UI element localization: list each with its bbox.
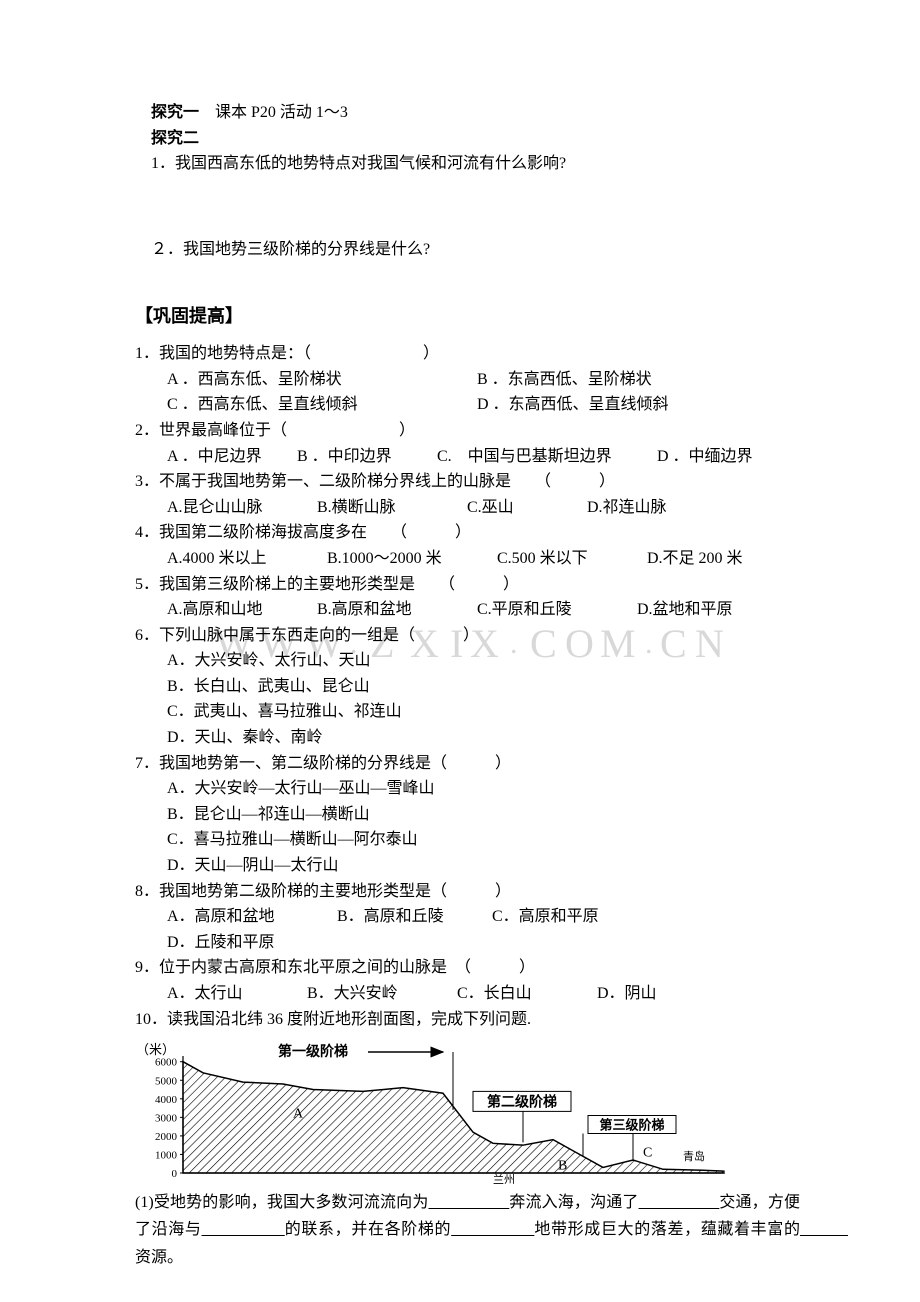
option: B．昆仑山―祁连山―横断山	[167, 802, 467, 828]
option-row: A．大兴安岭、太行山、天山B．长白山、武夷山、昆仑山	[135, 648, 800, 699]
option: B.1000～2000 米	[327, 546, 497, 572]
option: B.高原和盆地	[317, 597, 477, 623]
option-row: A.高原和山地B.高原和盆地C.平原和丘陵D.盆地和平原	[135, 597, 800, 623]
question-stem: 7．我国地势第一、第二级阶梯的分界线是（ ）	[135, 751, 800, 777]
option: B.横断山脉	[317, 495, 467, 521]
option-row: A．大兴安岭―太行山―巫山―雪峰山B．昆仑山―祁连山―横断山	[135, 776, 800, 827]
option: C．长白山	[457, 981, 597, 1007]
svg-text:B: B	[558, 1158, 567, 1173]
option: A.高原和山地	[167, 597, 317, 623]
option: A ．中尼边界	[167, 444, 297, 470]
option: C. 中国与巴基斯坦边界	[437, 444, 657, 470]
option: A．太行山	[167, 981, 307, 1007]
option: C.平原和丘陵	[477, 597, 637, 623]
svg-text:4000: 4000	[155, 1094, 178, 1106]
option-row: A ．西高东低、呈阶梯状B ．东高西低、呈阶梯状	[135, 367, 800, 393]
svg-text:第一级阶梯: 第一级阶梯	[278, 1043, 348, 1060]
option: C ．西高东低、呈直线倾斜	[167, 392, 477, 418]
svg-text:C: C	[643, 1146, 652, 1161]
explore1-prefix: 探究一	[151, 104, 199, 121]
option: B．高原和丘陵	[337, 904, 492, 930]
question-stem: 8．我国地势第二级阶梯的主要地形类型是（ ）	[135, 879, 800, 905]
svg-text:兰州: 兰州	[493, 1173, 515, 1185]
option: D.盆地和平原	[637, 597, 787, 623]
option: D ．中缅边界	[657, 444, 797, 470]
svg-text:0: 0	[172, 1168, 178, 1180]
option: C．喜马拉雅山―横断山―阿尔泰山	[167, 827, 507, 853]
section-consolidate-title: 【巩固提高】	[135, 302, 800, 331]
svg-text:（米）: （米）	[136, 1042, 175, 1057]
svg-text:6000: 6000	[155, 1057, 178, 1069]
option-row: A．高原和盆地B．高原和丘陵C．高原和平原 D．丘陵和平原	[135, 904, 800, 955]
option-row: C．武夷山、喜马拉雅山、祁连山D．天山、秦岭、南岭	[135, 699, 800, 750]
option-row: C ．西高东低、呈直线倾斜D ．东高西低、呈直线倾斜	[135, 392, 800, 418]
option: B．大兴安岭	[307, 981, 457, 1007]
explore1-rest: 课本 P20 活动 1～3	[199, 104, 348, 121]
option: B．长白山、武夷山、昆仑山	[167, 674, 467, 700]
option-row: A.昆仑山山脉B.横断山脉C.巫山D.祁连山脉	[135, 495, 800, 521]
question-stem: 2．世界最高峰位于（ ）	[135, 418, 800, 444]
option: A.4000 米以上	[167, 546, 327, 572]
option: B ．东高西低、呈阶梯状	[477, 367, 787, 393]
svg-text:1000: 1000	[155, 1150, 178, 1162]
option-row: A．太行山B．大兴安岭C．长白山D．阴山	[135, 981, 800, 1007]
questions-list: 1．我国的地势特点是：（ ）A ．西高东低、呈阶梯状B ．东高西低、呈阶梯状C …	[135, 341, 800, 1006]
option: A.昆仑山山脉	[167, 495, 317, 521]
explore2-q2: ２．我国地势三级阶梯的分界线是什么?	[135, 237, 800, 263]
question-stem: 1．我国的地势特点是：（ ）	[135, 341, 800, 367]
explore2-q1: 1．我国西高东低的地势特点对我国气候和河流有什么影响?	[135, 151, 800, 177]
q10-stem: 10．读我国沿北纬 36 度附近地形剖面图，完成下列问题.	[135, 1007, 800, 1033]
option: D．天山、秦岭、南岭	[167, 725, 467, 751]
option: A．大兴安岭、太行山、天山	[167, 648, 507, 674]
explore-heading-2: 探究二	[135, 126, 800, 152]
svg-text:青岛: 青岛	[683, 1149, 705, 1163]
option: D ．东高西低、呈直线倾斜	[477, 392, 787, 418]
option: C.巫山	[467, 495, 587, 521]
option: D．丘陵和平原	[167, 930, 322, 956]
option: D．阴山	[597, 981, 717, 1007]
option-row: C．喜马拉雅山―横断山―阿尔泰山D．天山―阴山―太行山	[135, 827, 800, 878]
option: B ．中印边界	[297, 444, 437, 470]
svg-text:第二级阶梯: 第二级阶梯	[487, 1094, 557, 1111]
terrain-profile-chart: （米） 0 1000 2000 3000 4000 5000 6000 第一级阶梯第二级阶梯第三…	[135, 1040, 725, 1185]
option: D．天山―阴山―太行山	[167, 853, 467, 879]
svg-text:5000: 5000	[155, 1075, 178, 1087]
option: D.祁连山脉	[587, 495, 737, 521]
explore-heading-1: 探究一 课本 P20 活动 1～3	[135, 100, 800, 126]
question-stem: 4．我国第二级阶梯海拔高度多在 （ ）	[135, 520, 800, 546]
option: C．武夷山、喜马拉雅山、祁连山	[167, 699, 507, 725]
option: C．高原和平原	[492, 904, 647, 930]
option: A．大兴安岭―太行山―巫山―雪峰山	[167, 776, 507, 802]
option: A ．西高东低、呈阶梯状	[167, 367, 477, 393]
svg-text:3000: 3000	[155, 1113, 178, 1125]
option: C.500 米以下	[497, 546, 647, 572]
question-stem: 5．我国第三级阶梯上的主要地形类型是 （ ）	[135, 572, 800, 598]
option: A．高原和盆地	[167, 904, 337, 930]
question-stem: 3．不属于我国地势第一、二级阶梯分界线上的山脉是 （ ）	[135, 469, 800, 495]
option-row: A.4000 米以上B.1000～2000 米C.500 米以下D.不足 200…	[135, 546, 800, 572]
option-row: A ．中尼边界B ．中印边界C. 中国与巴基斯坦边界D ．中缅边界	[135, 444, 800, 470]
option: D.不足 200 米	[647, 546, 797, 572]
q10-fill-text: (1)受地势的影响，我国大多数河流流向为 奔流入海，沟通了 交通，方便了沿海与 …	[135, 1189, 800, 1271]
svg-text:A: A	[293, 1107, 304, 1122]
svg-text:2000: 2000	[155, 1131, 178, 1143]
svg-text:第三级阶梯: 第三级阶梯	[599, 1118, 664, 1133]
question-stem: 9．位于内蒙古高原和东北平原之间的山脉是 （ ）	[135, 955, 800, 981]
question-stem: 6．下列山脉中属于东西走向的一组是（ ）	[135, 623, 800, 649]
